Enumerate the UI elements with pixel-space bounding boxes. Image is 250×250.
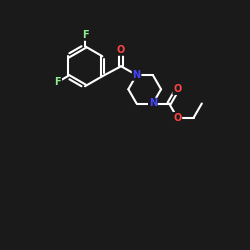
Text: N: N	[132, 70, 141, 80]
Text: F: F	[54, 77, 61, 87]
Text: O: O	[117, 45, 125, 55]
Text: O: O	[173, 113, 182, 123]
Text: O: O	[173, 84, 182, 94]
Text: N: N	[149, 98, 157, 108]
Text: F: F	[82, 30, 88, 40]
